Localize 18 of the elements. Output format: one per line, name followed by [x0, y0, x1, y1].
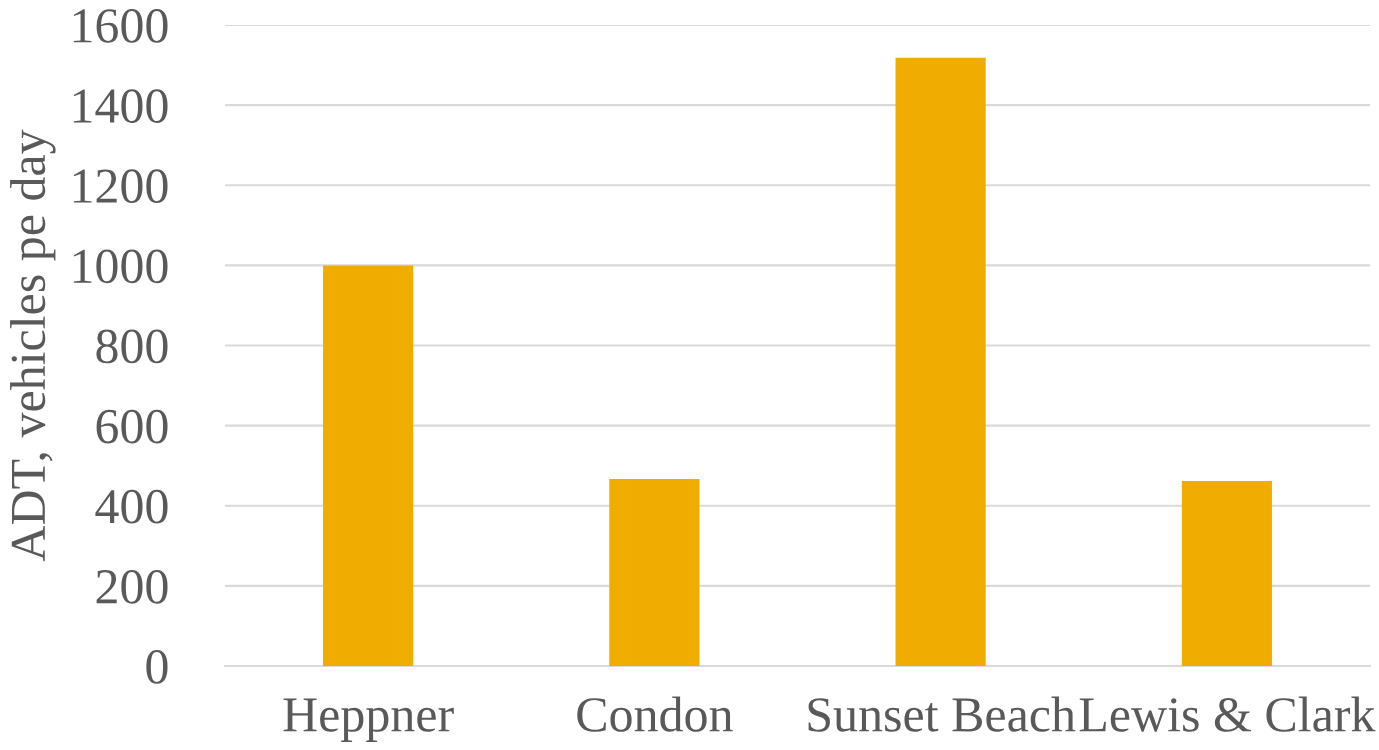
- x-tick-label: Lewis & Clark: [1079, 696, 1376, 732]
- bar: [895, 57, 986, 666]
- y-tick-label: 600: [96, 409, 168, 444]
- y-tick-label: 1200: [73, 169, 168, 204]
- bar: [609, 478, 700, 666]
- y-axis-title: ADT, vehicles pe day: [10, 129, 56, 562]
- y-tick-label: 1400: [73, 89, 168, 123]
- x-tick-label: Heppner: [283, 698, 454, 742]
- y-tick-label: 0: [146, 650, 168, 684]
- x-tick-label: Sunset Beach: [808, 696, 1076, 732]
- y-tick-label: 800: [96, 329, 168, 364]
- bar: [323, 265, 414, 666]
- bar: [1181, 480, 1272, 666]
- y-tick-label: 200: [96, 569, 168, 604]
- y-tick-label: 1000: [73, 249, 168, 284]
- x-tick-label: Condon: [577, 696, 733, 732]
- y-tick-label: 1600: [73, 9, 168, 43]
- y-tick-label: 400: [95, 489, 168, 524]
